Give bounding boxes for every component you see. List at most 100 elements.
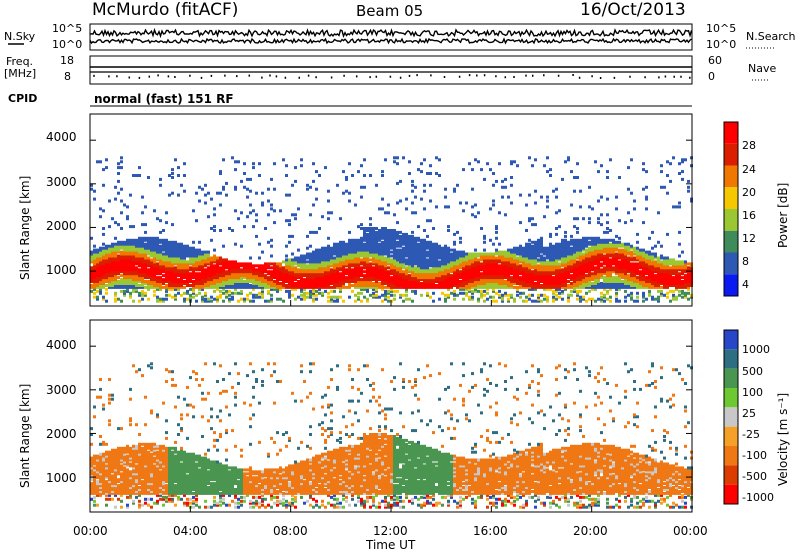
power-cell bbox=[390, 229, 393, 232]
power-cell bbox=[255, 285, 258, 289]
power-cell bbox=[321, 270, 324, 274]
power-cell bbox=[339, 244, 342, 248]
power-cell bbox=[360, 299, 363, 303]
power-cell bbox=[330, 268, 333, 272]
power-cell bbox=[210, 299, 213, 303]
power-cell bbox=[627, 187, 630, 191]
power-cell bbox=[468, 252, 471, 256]
xtick-6: 00:00 bbox=[673, 524, 708, 538]
power-cell bbox=[129, 295, 132, 299]
power-cell bbox=[102, 209, 105, 213]
power-cell bbox=[393, 266, 396, 270]
power-cell bbox=[192, 285, 195, 289]
power-cell bbox=[144, 252, 147, 256]
power-cell bbox=[114, 250, 117, 254]
power-cell bbox=[120, 187, 123, 191]
power-cell bbox=[336, 278, 339, 282]
power-cell bbox=[324, 264, 327, 268]
power-cell bbox=[180, 272, 183, 276]
power-cell bbox=[591, 207, 594, 211]
power-cell bbox=[399, 276, 402, 280]
power-cell bbox=[342, 262, 345, 266]
power-cell bbox=[171, 240, 174, 244]
power-cell bbox=[168, 262, 171, 266]
power-cell bbox=[318, 278, 321, 282]
power-cell bbox=[411, 201, 414, 205]
power-cell bbox=[369, 240, 372, 244]
power-cell bbox=[105, 248, 108, 252]
power-cell bbox=[99, 258, 102, 262]
power-cell bbox=[336, 248, 339, 252]
power-cell bbox=[327, 244, 330, 248]
power-cell bbox=[120, 268, 123, 272]
power-cell bbox=[327, 274, 330, 278]
power-cell bbox=[534, 189, 537, 193]
power-cell bbox=[399, 293, 402, 297]
power-cell bbox=[114, 260, 117, 264]
power-cell bbox=[384, 242, 387, 246]
power-cell bbox=[165, 270, 168, 274]
power-cell bbox=[360, 274, 363, 278]
power-cell bbox=[213, 297, 216, 301]
power-cell bbox=[399, 268, 402, 272]
power-cell bbox=[339, 278, 342, 282]
power-cell bbox=[270, 285, 273, 289]
power-cell bbox=[300, 266, 303, 270]
power-cell bbox=[240, 276, 243, 280]
power-cell bbox=[210, 276, 213, 280]
power-cell bbox=[213, 285, 216, 289]
power-cell bbox=[144, 244, 147, 248]
power-cell bbox=[204, 278, 207, 282]
power-cell bbox=[516, 164, 519, 168]
power-cell bbox=[177, 260, 180, 264]
power-cell bbox=[393, 289, 396, 293]
power-cell bbox=[549, 242, 552, 246]
power-cell bbox=[285, 284, 288, 287]
power-cell bbox=[318, 256, 321, 260]
power-cell bbox=[126, 246, 129, 250]
power-cell bbox=[156, 248, 159, 252]
power-cell bbox=[351, 284, 354, 287]
power-cell bbox=[126, 276, 129, 280]
power-cell bbox=[177, 262, 180, 266]
power-cell bbox=[543, 293, 546, 297]
power-cell bbox=[537, 293, 540, 297]
power-cell bbox=[285, 270, 288, 274]
power-cell bbox=[234, 242, 237, 246]
power-cell bbox=[180, 248, 183, 252]
power-cell bbox=[327, 276, 330, 280]
power-cell bbox=[387, 248, 390, 252]
power-cell bbox=[321, 280, 324, 283]
power-cell bbox=[270, 238, 273, 242]
power-cell bbox=[270, 297, 273, 301]
power-cell bbox=[372, 229, 375, 232]
power-cell bbox=[222, 158, 225, 162]
power-cell bbox=[93, 189, 96, 193]
power-cell bbox=[615, 240, 618, 244]
power-cell bbox=[327, 236, 330, 240]
power-cell bbox=[108, 254, 111, 258]
power-cell bbox=[636, 295, 639, 299]
power-cell bbox=[357, 170, 360, 174]
power-cell bbox=[333, 285, 336, 289]
power-cell bbox=[330, 280, 333, 283]
power-cell bbox=[201, 295, 204, 299]
power-cell bbox=[603, 299, 606, 303]
power-cell bbox=[390, 270, 393, 274]
power-cell bbox=[471, 187, 474, 191]
power-cell bbox=[312, 258, 315, 262]
power-cell bbox=[360, 227, 363, 230]
power-cell bbox=[336, 260, 339, 264]
power-cell bbox=[600, 291, 603, 295]
power-cell bbox=[105, 274, 108, 278]
power-cell bbox=[312, 287, 315, 291]
power-cell bbox=[93, 285, 96, 289]
power-cell bbox=[114, 197, 117, 201]
power-cell bbox=[306, 272, 309, 276]
power-cell bbox=[159, 272, 162, 276]
power-cell bbox=[393, 232, 396, 236]
power-cell bbox=[132, 242, 135, 246]
power-cell bbox=[351, 174, 354, 177]
power-cell bbox=[291, 268, 294, 272]
power-cell bbox=[291, 274, 294, 278]
